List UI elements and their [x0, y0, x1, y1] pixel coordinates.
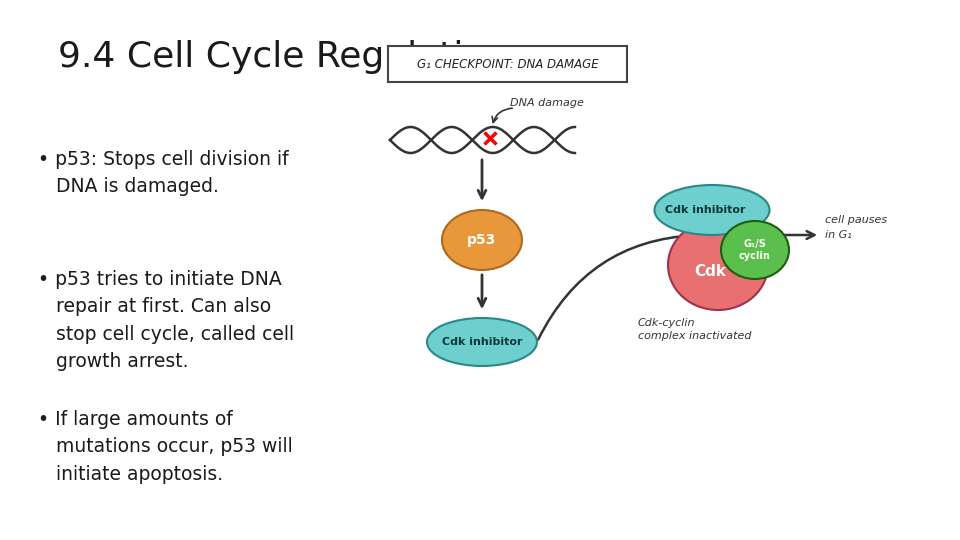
Text: Cdk-cyclin
complex inactivated: Cdk-cyclin complex inactivated — [638, 318, 752, 341]
Text: • p53 tries to initiate DNA
   repair at first. Can also
   stop cell cycle, cal: • p53 tries to initiate DNA repair at fi… — [38, 270, 295, 371]
Text: DNA damage: DNA damage — [510, 98, 584, 108]
Text: Cdk inhibitor: Cdk inhibitor — [664, 205, 745, 215]
Text: 9.4 Cell Cycle Regulation: 9.4 Cell Cycle Regulation — [58, 40, 509, 74]
Ellipse shape — [668, 220, 768, 310]
Text: G₁/S
cyclin: G₁/S cyclin — [739, 239, 771, 261]
FancyBboxPatch shape — [388, 46, 627, 82]
Ellipse shape — [655, 185, 770, 235]
Ellipse shape — [427, 318, 537, 366]
Text: in G₁: in G₁ — [825, 230, 852, 240]
Text: • If large amounts of
   mutations occur, p53 will
   initiate apoptosis.: • If large amounts of mutations occur, p… — [38, 410, 293, 483]
Text: cell pauses: cell pauses — [825, 215, 887, 225]
Ellipse shape — [721, 221, 789, 279]
Text: p53: p53 — [468, 233, 496, 247]
Ellipse shape — [442, 210, 522, 270]
Text: Cdk: Cdk — [694, 265, 726, 280]
Text: Cdk inhibitor: Cdk inhibitor — [442, 337, 522, 347]
Text: G₁ CHECKPOINT: DNA DAMAGE: G₁ CHECKPOINT: DNA DAMAGE — [417, 57, 598, 71]
Text: • p53: Stops cell division if
   DNA is damaged.: • p53: Stops cell division if DNA is dam… — [38, 150, 289, 196]
